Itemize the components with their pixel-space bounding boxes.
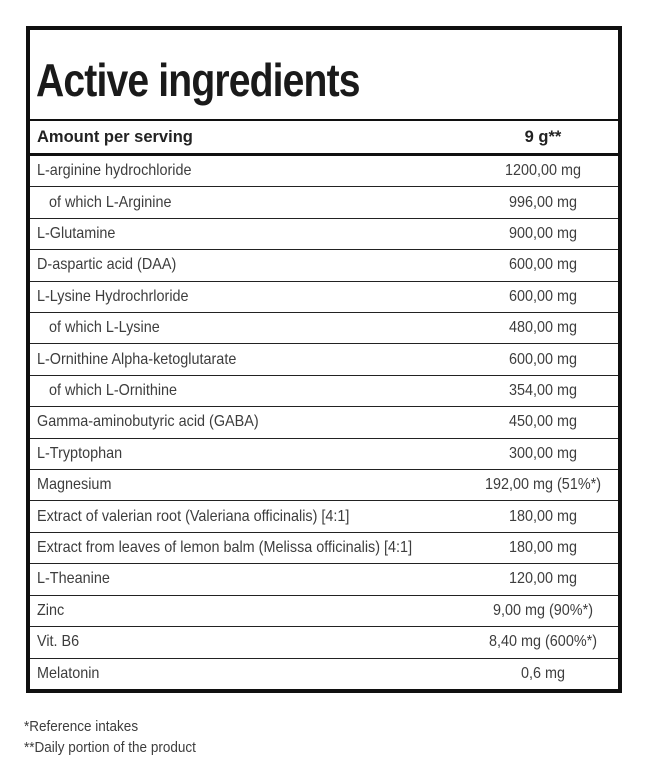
ingredient-name: L-arginine hydrochloride <box>37 162 192 180</box>
ingredient-amount: 192,00 mg (51%*) <box>484 476 602 494</box>
table-row: L-Lysine Hydrochrloride 600,00 mg <box>30 282 618 314</box>
ingredient-amount: 0,6 mg <box>520 664 566 682</box>
ingredient-amount: 354,00 mg <box>508 382 578 400</box>
ingredient-amount: 450,00 mg <box>508 413 578 431</box>
header-serving-size-value: 9 g** <box>524 127 562 146</box>
ingredient-amount: 8,40 mg (600%*) <box>488 633 598 651</box>
table-title: Active ingredients <box>36 53 361 106</box>
ingredient-name: Extract from leaves of lemon balm (Melis… <box>37 539 413 557</box>
ingredient-amount: 300,00 mg <box>508 444 578 462</box>
table-row: of which L-Arginine 996,00 mg <box>30 187 618 219</box>
table-row: Gamma-aminobutyric acid (GABA) 450,00 mg <box>30 407 618 439</box>
ingredient-name: L-Glutamine <box>37 225 116 243</box>
table-row: L-Theanine 120,00 mg <box>30 564 618 596</box>
ingredient-amount: 996,00 mg <box>508 193 578 211</box>
table-row: Vit. B6 8,40 mg (600%*) <box>30 627 618 659</box>
ingredient-name: Gamma-aminobutyric acid (GABA) <box>37 413 259 431</box>
ingredient-name: Extract of valerian root (Valeriana offi… <box>37 507 350 525</box>
ingredient-name: Zinc <box>37 601 65 619</box>
ingredient-amount: 600,00 mg <box>508 256 578 274</box>
title-block: Active ingredients <box>30 30 618 121</box>
ingredient-amount: 480,00 mg <box>508 319 578 337</box>
footnotes: *Reference intakes **Daily portion of th… <box>24 716 215 758</box>
ingredient-amount: 600,00 mg <box>508 287 578 305</box>
ingredient-amount: 180,00 mg <box>508 539 578 557</box>
ingredient-name: L-Ornithine Alpha-ketoglutarate <box>37 350 237 368</box>
ingredient-name: of which L-Ornithine <box>49 382 178 400</box>
ingredient-rows: L-arginine hydrochloride 1200,00 mg of whi… <box>30 156 618 689</box>
table-row: of which L-Ornithine 354,00 mg <box>30 376 618 408</box>
table-row: D-aspartic acid (DAA) 600,00 mg <box>30 250 618 282</box>
ingredient-name: Magnesium <box>37 476 112 494</box>
ingredient-amount: 120,00 mg <box>508 570 578 588</box>
table-row: L-Tryptophan 300,00 mg <box>30 439 618 471</box>
table-row: Zinc 9,00 mg (90%*) <box>30 596 618 628</box>
ingredient-name: L-Theanine <box>37 570 110 588</box>
ingredient-name: of which L-Arginine <box>49 193 172 211</box>
table-header-row: Amount per serving 9 g** <box>30 121 618 156</box>
table-row: Melatonin 0,6 mg <box>30 659 618 689</box>
ingredient-name: L-Tryptophan <box>37 444 123 462</box>
ingredient-amount: 180,00 mg <box>508 507 578 525</box>
ingredient-name: Melatonin <box>37 664 100 682</box>
ingredient-name: Vit. B6 <box>37 633 80 651</box>
table-row: L-arginine hydrochloride 1200,00 mg <box>30 156 618 188</box>
ingredient-amount: 900,00 mg <box>508 225 578 243</box>
ingredient-name: of which L-Lysine <box>49 319 160 337</box>
ingredient-amount: 1200,00 mg <box>504 162 582 180</box>
ingredient-name: L-Lysine Hydrochrloride <box>37 287 189 305</box>
ingredient-amount: 9,00 mg (90%*) <box>492 601 594 619</box>
table-row: Extract of valerian root (Valeriana offi… <box>30 501 618 533</box>
table-row: Magnesium 192,00 mg (51%*) <box>30 470 618 502</box>
ingredient-name: D-aspartic acid (DAA) <box>37 256 177 274</box>
ingredient-amount: 600,00 mg <box>508 350 578 368</box>
footnote-daily-portion: **Daily portion of the product <box>24 739 196 756</box>
table-row: L-Glutamine 900,00 mg <box>30 219 618 251</box>
header-amount-per-serving-label: Amount per serving <box>37 127 193 146</box>
active-ingredients-panel: Active ingredients Amount per serving 9 … <box>26 26 622 693</box>
table-row: of which L-Lysine 480,00 mg <box>30 313 618 345</box>
table-row: Extract from leaves of lemon balm (Melis… <box>30 533 618 565</box>
table-row: L-Ornithine Alpha-ketoglutarate 600,00 mg <box>30 344 618 376</box>
footnote-reference-intakes: *Reference intakes <box>24 718 139 735</box>
